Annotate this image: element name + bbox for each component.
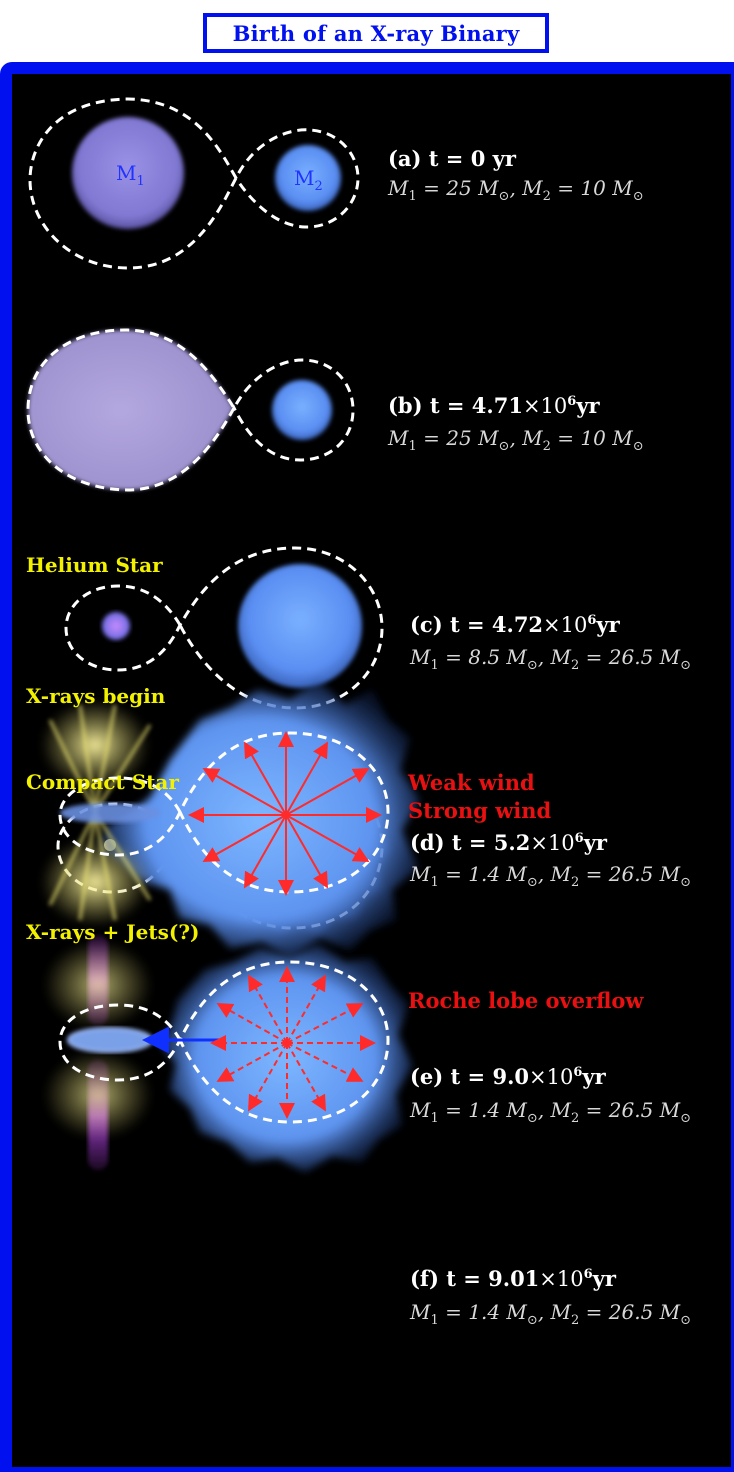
star-m2-expanded (238, 564, 362, 688)
stage-e-time: (e) t = 9.0×106yr (410, 1064, 606, 1089)
roche-lobe-a (28, 97, 360, 270)
roche-lobe-overflow-label: Roche lobe overflow (408, 988, 644, 1013)
wind-envelope-e (100, 680, 420, 958)
roche-lobe-e (58, 731, 390, 894)
xrays-jets-label: X-rays + Jets(?) (26, 920, 200, 944)
stage-a-system (28, 97, 360, 270)
stage-f-system (43, 935, 412, 1172)
stage-b-masses: M1 = 25 M⊙, M2 = 10 M⊙ (388, 426, 644, 454)
star-m2 (275, 145, 341, 211)
rlof-wind-arrows (210, 966, 376, 1119)
stage-f-time: (f) t = 9.01×106yr (410, 1266, 616, 1291)
stage-b-time: (b) t = 4.71×106yr (388, 393, 600, 418)
strong-wind-arrows (188, 731, 382, 896)
stage-c-masses: M1 = 8.5 M⊙, M2 = 26.5 M⊙ (410, 645, 692, 673)
stage-b-system (26, 328, 355, 492)
accretion-disk (67, 1027, 153, 1053)
stage-d-masses: M1 = 1.4 M⊙, M2 = 26.5 M⊙ (410, 862, 692, 890)
diagram-title: Birth of an X-ray Binary (232, 20, 520, 46)
star-m1 (72, 117, 184, 229)
star-m2 (272, 380, 332, 440)
xray-glow-e (40, 700, 160, 927)
strong-wind-label: Strong wind (408, 798, 552, 823)
stage-e-system (40, 680, 420, 958)
star-m1-expanded (28, 330, 234, 490)
star-label-m2: M2 (294, 166, 323, 194)
roche-lobe-b (26, 328, 355, 492)
stage-a-time: (a) t = 0 yr (388, 146, 516, 171)
roche-lobe-f (58, 960, 390, 1124)
star-label-m1: M1 (116, 161, 145, 189)
xrays-begin-label: X-rays begin (26, 684, 166, 708)
stage-c-time: (c) t = 4.72×106yr (410, 612, 620, 637)
helium-star (102, 612, 130, 640)
compact-star-label: Compact Star (26, 770, 179, 794)
stage-e-masses: M1 = 1.4 M⊙, M2 = 26.5 M⊙ (410, 1098, 692, 1126)
stage-d-time: (d) t = 5.2×106yr (410, 830, 607, 855)
stage-c-system (64, 546, 384, 710)
stage-f-masses: M1 = 1.4 M⊙, M2 = 26.5 M⊙ (410, 1300, 692, 1328)
stage-a-masses: M1 = 25 M⊙, M2 = 10 M⊙ (388, 176, 644, 204)
weak-wind-label: Weak wind (408, 770, 535, 795)
helium-star-label: Helium Star (26, 553, 163, 577)
title-box: Birth of an X-ray Binary (203, 13, 549, 53)
